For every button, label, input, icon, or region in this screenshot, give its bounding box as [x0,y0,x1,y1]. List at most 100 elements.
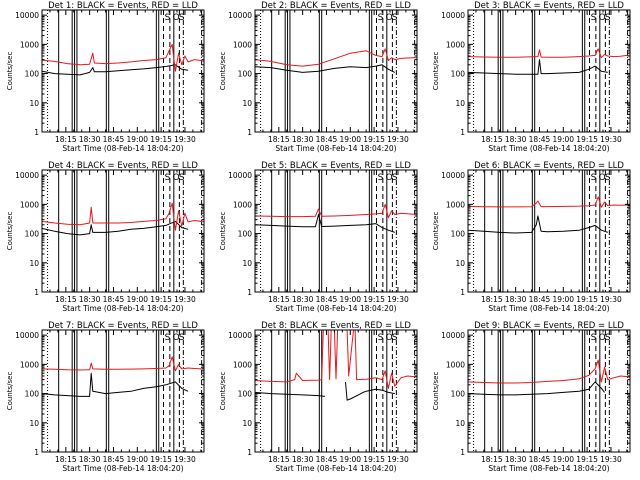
y-tick-label: 10 [455,99,465,108]
saa-marker: S [591,173,597,183]
plot-frame [467,329,631,453]
saa-marker: S [179,13,185,23]
x-tick-label: 19:00 [552,455,574,464]
y-tick-label: 1 [34,128,39,137]
y-tick-label: 10 [455,419,465,428]
panel-det-2: Det 2: BLACK = Events, RED = LLD S O S 1 10 10… [219,1,418,153]
x-axis-label: Start Time (08-Feb-14 18:04:20) [62,304,183,313]
plot-frame [254,329,418,453]
series-events-line [467,59,608,75]
x-tick-label: 19:00 [126,295,148,304]
y-tick-label: 1 [247,288,252,297]
y-tick-label: 1 [34,288,39,297]
panel-det-4: Det 4: BLACK = Events, RED = LLD S O S 1 10 10… [6,161,205,313]
panel-det-6: Det 6: BLACK = Events, RED = LLD S O S 1 10 10… [432,161,631,313]
x-tick-label: 18:30 [292,135,314,144]
series-lld-line [41,202,204,231]
saa-marker: S [591,13,597,23]
x-tick-label: 18:30 [79,455,101,464]
y-tick-label: 10000 [441,331,465,340]
x-tick-label: 19:30 [600,295,622,304]
x-tick-label: 18:45 [103,295,125,304]
series-events-line [41,372,189,397]
y-axis-label: Counts/sec [219,52,227,91]
series-events-line [41,64,189,76]
panel-title: Det 4: BLACK = Events, RED = LLD [48,161,198,171]
y-tick-label: 100 [451,390,466,399]
x-tick-label: 18:45 [529,455,551,464]
y-axis-label: Counts/sec [6,372,14,411]
x-tick-label: 18:30 [505,295,527,304]
x-tick-label: 18:45 [103,455,125,464]
y-tick-label: 1 [460,288,465,297]
saa-marker: O [599,333,606,343]
x-tick-label: 19:30 [174,135,196,144]
panel-det-9: Det 9: BLACK = Events, RED = LLD S O S 1 10 10… [432,321,631,473]
x-tick-label: 18:15 [268,455,290,464]
x-axis-label: Start Time (08-Feb-14 18:04:20) [275,144,396,153]
panel-title: Det 7: BLACK = Events, RED = LLD [48,321,198,331]
x-axis-label: Start Time (08-Feb-14 18:04:20) [488,464,609,473]
y-tick-label: 10 [242,259,252,268]
panel-det-8: Det 8: BLACK = Events, RED = LLD S O S 1 10 10… [219,321,418,473]
series-lld-line [41,43,205,72]
x-tick-label: 19:00 [339,455,361,464]
y-tick-label: 1000 [446,200,465,209]
plot-frame [467,169,631,293]
x-tick-label: 18:30 [292,295,314,304]
x-tick-label: 19:00 [552,135,574,144]
y-tick-label: 1000 [20,40,39,49]
x-tick-label: 18:15 [55,455,77,464]
y-tick-label: 10000 [15,171,39,180]
plot-frame [41,329,205,453]
y-tick-label: 10 [29,99,39,108]
saa-marker: S [165,173,171,183]
x-tick-label: 19:15 [363,455,385,464]
x-tick-label: 18:30 [79,295,101,304]
x-tick-label: 18:30 [505,135,527,144]
y-axis-label: Counts/sec [432,212,440,251]
saa-marker: S [378,333,384,343]
saa-marker: S [179,173,185,183]
x-tick-label: 19:00 [126,135,148,144]
x-tick-label: 19:15 [576,455,598,464]
x-tick-label: 19:15 [150,455,172,464]
y-tick-label: 10 [29,259,39,268]
plot-frame [41,9,205,133]
x-axis-label: Start Time (08-Feb-14 18:04:20) [488,304,609,313]
x-axis-label: Start Time (08-Feb-14 18:04:20) [275,464,396,473]
y-tick-label: 1 [34,448,39,457]
series-lld-line [254,48,417,67]
saa-marker: S [179,333,185,343]
y-tick-label: 100 [238,230,253,239]
y-tick-label: 10 [242,419,252,428]
x-tick-label: 18:15 [55,135,77,144]
x-tick-label: 18:45 [316,135,338,144]
saa-marker: S [165,333,171,343]
panel-title: Det 8: BLACK = Events, RED = LLD [261,321,411,331]
saa-marker: O [173,333,180,343]
y-tick-label: 1000 [446,360,465,369]
panel-title: Det 1: BLACK = Events, RED = LLD [48,1,198,11]
series-events-line [41,220,189,236]
y-tick-label: 1000 [20,200,39,209]
x-tick-label: 18:30 [292,455,314,464]
y-tick-label: 1000 [233,40,252,49]
series-events-line [254,381,395,401]
series-lld-line [467,359,631,384]
series-events-line [467,381,605,396]
x-tick-label: 18:15 [268,295,290,304]
x-tick-label: 18:15 [481,135,503,144]
y-tick-label: 10000 [228,331,252,340]
x-tick-label: 19:30 [387,135,409,144]
series-events-line [467,215,608,234]
saa-marker: S [392,173,398,183]
panel-title: Det 9: BLACK = Events, RED = LLD [474,321,624,331]
plot-frame [41,169,205,293]
y-tick-label: 10000 [441,11,465,20]
y-tick-label: 100 [25,390,40,399]
y-tick-label: 100 [238,390,253,399]
y-tick-label: 10 [29,419,39,428]
x-tick-label: 19:15 [150,295,172,304]
x-tick-label: 19:00 [126,455,148,464]
